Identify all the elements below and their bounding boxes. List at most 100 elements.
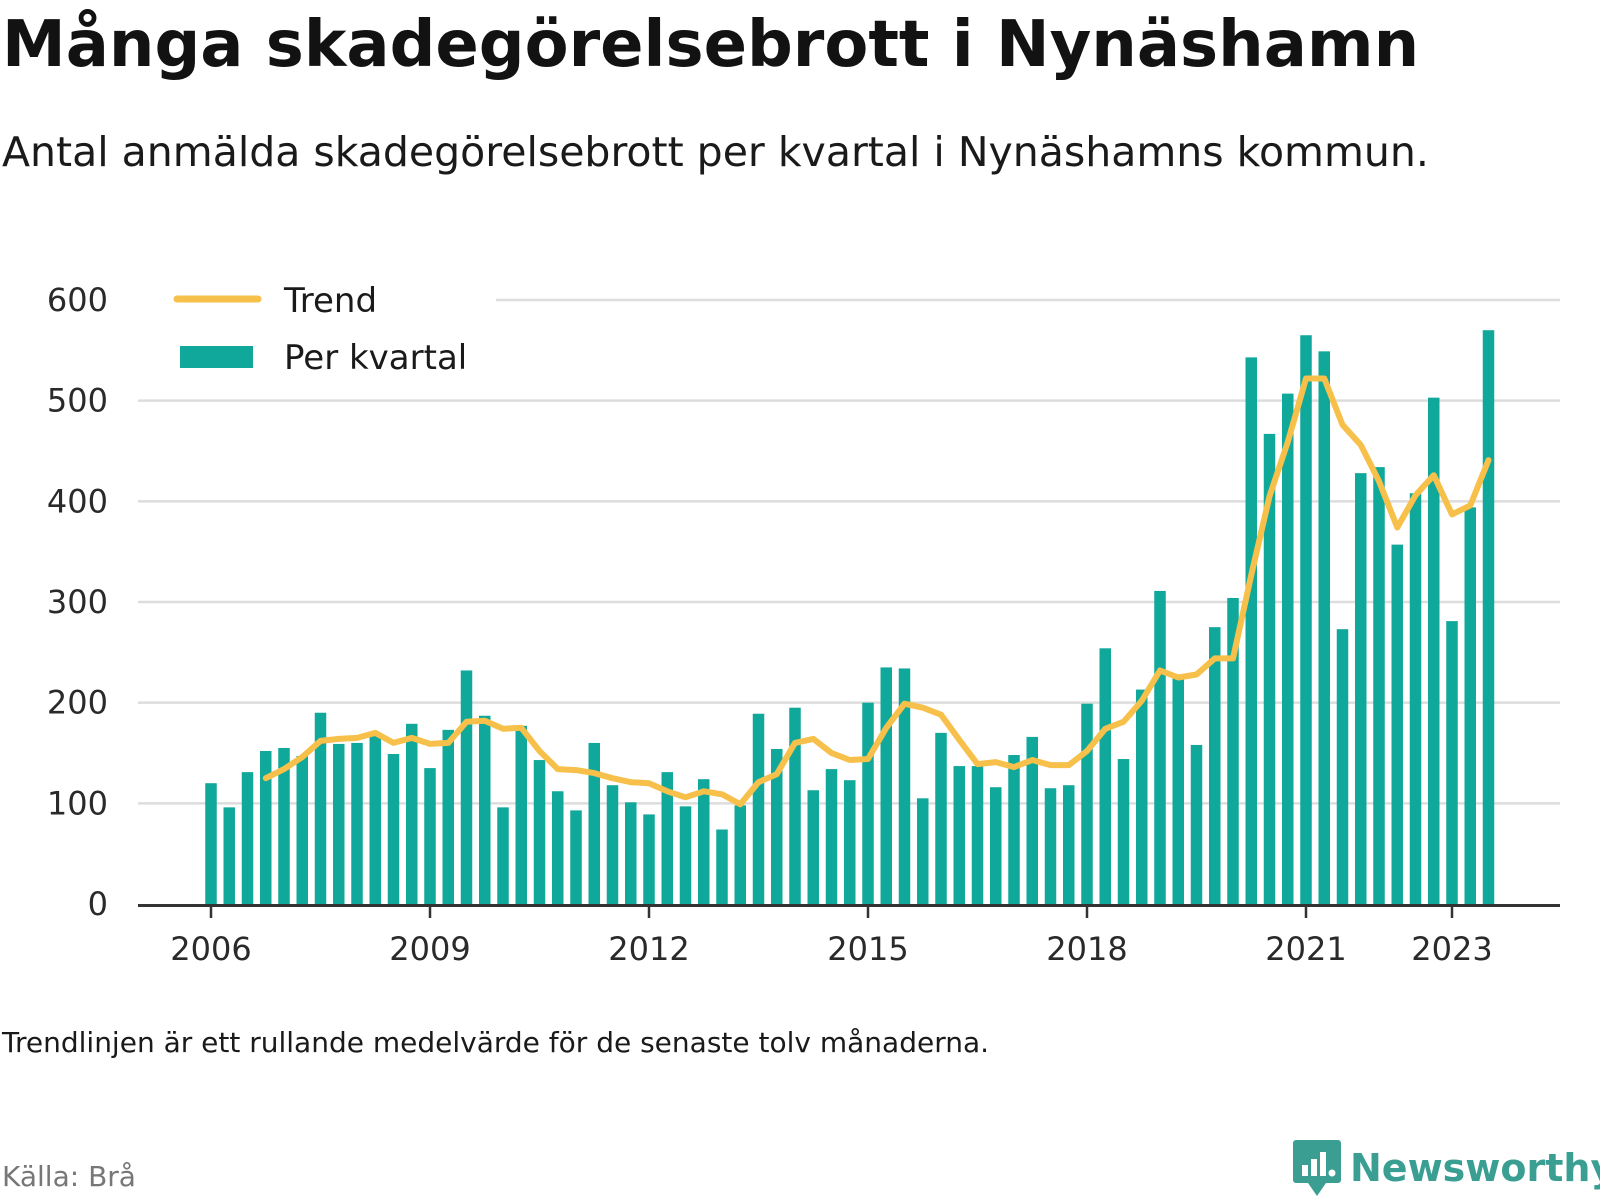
bar [716,829,728,904]
y-tick-label: 200 [47,684,108,722]
legend-per-kvartal-label: Per kvartal [284,338,467,378]
bar [1300,335,1312,904]
bar [406,723,418,904]
x-tick-label: 2012 [608,930,689,968]
chart-subtitle: Antal anmälda skadegörelsebrott per kvar… [2,128,1429,176]
bar [260,750,272,904]
bar [1172,677,1184,904]
x-axis-ticks: 2006 2009 2012 2015 2018 2021 2023 [170,904,1493,968]
bar [1245,357,1257,904]
bar [971,766,984,904]
bar [789,707,801,904]
bar [314,712,327,904]
bar [515,725,527,904]
x-tick-label: 2023 [1411,930,1492,968]
bar [1355,473,1367,904]
bar [1482,330,1495,904]
bar [1391,544,1403,904]
y-axis-ticks: 0 100 200 300 400 500 600 [47,281,108,923]
x-tick-label: 2006 [170,930,251,968]
bar [625,802,637,904]
bar [1373,467,1385,904]
bar [953,766,965,904]
bar [351,742,363,904]
bar [1063,785,1075,904]
bar [479,715,491,904]
bar [935,732,947,904]
bar [1044,788,1057,904]
bar [460,670,473,904]
bar [606,785,619,904]
bar [205,783,217,904]
bar [1336,629,1349,904]
y-tick-label: 300 [47,583,108,621]
bar [1446,621,1458,904]
bar [862,702,874,904]
bar [844,780,856,904]
trend-line [262,375,1492,808]
bar [223,807,235,904]
bar [807,790,819,904]
bar [1081,703,1093,904]
bar [552,791,564,904]
bar [333,743,345,904]
bar [1464,507,1476,904]
bar [1318,351,1330,905]
bar [752,713,765,904]
brand-name: Newsworthy [1350,1146,1600,1190]
bar [424,768,436,904]
bar [1209,627,1221,904]
y-tick-label: 0 [88,885,108,923]
x-tick-label: 2021 [1265,930,1346,968]
bar [679,806,692,904]
bar [497,807,509,904]
bar [588,742,600,904]
bar [570,810,582,904]
x-tick-label: 2015 [827,930,908,968]
bar [1099,648,1111,904]
bar [698,779,710,904]
bar [880,667,892,904]
bar-series-per-kvartal [205,330,1495,905]
bar [1428,397,1440,904]
bar [369,734,381,904]
x-tick-label: 2009 [389,930,470,968]
bar [1136,689,1148,904]
trend-note: Trendlinjen är ett rullande medelvärde f… [2,1026,990,1059]
bar [1154,590,1166,904]
y-tick-label: 600 [47,281,108,319]
bar [1263,433,1276,904]
bar [442,729,454,904]
bar [1282,393,1294,904]
bar [533,760,546,904]
bar [1409,493,1422,904]
x-tick-label: 2018 [1046,930,1127,968]
brand-logo: Newsworthy [1292,1138,1600,1198]
legend: Trend Per kvartal [136,281,496,384]
bar-chart-speech-bubble-icon [1293,1140,1341,1196]
chart-canvas: 0 100 200 300 400 500 600 2006 2009 2012 2015 2018… [47,281,1560,968]
legend-trend-label: Trend [283,281,377,321]
bar [990,787,1002,904]
bar [825,769,838,904]
bar [1008,755,1020,904]
bar [1117,759,1130,904]
y-tick-label: 500 [47,382,108,420]
bar [898,668,911,904]
bar [1026,736,1038,904]
bar [917,798,929,904]
chart-title: Många skadegörelsebrott i Nynäshamn [2,8,1420,82]
bar [734,805,746,904]
bar [241,772,254,904]
bar [771,748,783,904]
y-tick-label: 100 [47,784,108,822]
source-label: Källa: Brå [2,1160,136,1193]
bar [278,747,290,904]
bar [661,772,673,904]
legend-bar-swatch [180,346,253,368]
bar [387,754,400,904]
bar [1190,744,1203,904]
bar [296,756,308,904]
y-tick-label: 400 [47,482,108,520]
bar [1227,597,1239,904]
